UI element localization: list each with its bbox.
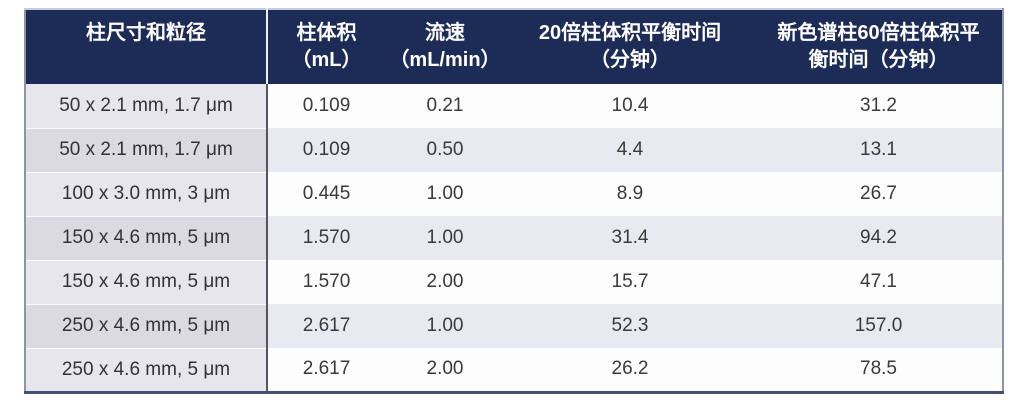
column-header-flow-rate: 流速 （mL/min） bbox=[385, 9, 505, 84]
cell-volume: 2.617 bbox=[267, 304, 385, 348]
cell-eq-60x: 78.5 bbox=[755, 348, 1003, 392]
column-header-20x-equilibration: 20倍柱体积平衡时间 （分钟） bbox=[505, 9, 755, 84]
table-row: 150 x 4.6 mm, 5 μm 1.570 1.00 31.4 94.2 bbox=[25, 216, 1003, 261]
table-body: 50 x 2.1 mm, 1.7 μm 0.109 0.21 10.4 31.2… bbox=[25, 84, 1003, 393]
header-line: （mL/min） bbox=[389, 49, 501, 71]
cell-column-size: 100 x 3.0 mm, 3 μm bbox=[25, 172, 268, 217]
cell-eq-20x: 4.4 bbox=[505, 128, 755, 172]
cell-column-size: 150 x 4.6 mm, 5 μm bbox=[25, 216, 268, 261]
header-line: （mL） bbox=[291, 49, 362, 71]
equilibration-time-table: 柱尺寸和粒径 柱体积 （mL） 流速 （mL/min） 20倍柱体积平衡时间 （… bbox=[24, 8, 1004, 394]
cell-flow-rate: 1.00 bbox=[385, 216, 505, 260]
cell-eq-60x: 157.0 bbox=[755, 304, 1003, 348]
table-row: 50 x 2.1 mm, 1.7 μm 0.109 0.50 4.4 13.1 bbox=[25, 128, 1003, 173]
header-line: 柱体积 bbox=[296, 22, 357, 44]
cell-eq-20x: 8.9 bbox=[505, 172, 755, 216]
cell-column-size: 50 x 2.1 mm, 1.7 μm bbox=[25, 84, 268, 129]
cell-flow-rate: 1.00 bbox=[385, 304, 505, 348]
cell-eq-20x: 10.4 bbox=[505, 84, 755, 128]
cell-column-size: 150 x 4.6 mm, 5 μm bbox=[25, 260, 268, 305]
cell-volume: 0.109 bbox=[267, 128, 385, 172]
table-row: 50 x 2.1 mm, 1.7 μm 0.109 0.21 10.4 31.2 bbox=[25, 84, 1003, 129]
cell-eq-60x: 13.1 bbox=[755, 128, 1003, 172]
cell-volume: 2.617 bbox=[267, 348, 385, 392]
cell-volume: 0.445 bbox=[267, 172, 385, 216]
cell-flow-rate: 2.00 bbox=[385, 260, 505, 304]
cell-volume: 0.109 bbox=[267, 84, 385, 128]
cell-flow-rate: 2.00 bbox=[385, 348, 505, 392]
table-row: 150 x 4.6 mm, 5 μm 1.570 2.00 15.7 47.1 bbox=[25, 260, 1003, 305]
cell-flow-rate: 0.21 bbox=[385, 84, 505, 128]
table-row: 250 x 4.6 mm, 5 μm 2.617 2.00 26.2 78.5 bbox=[25, 348, 1003, 393]
cell-eq-20x: 15.7 bbox=[505, 260, 755, 304]
cell-column-size: 50 x 2.1 mm, 1.7 μm bbox=[25, 128, 268, 173]
table-row: 250 x 4.6 mm, 5 μm 2.617 1.00 52.3 157.0 bbox=[25, 304, 1003, 349]
header-line: 柱尺寸和粒径 bbox=[86, 22, 206, 44]
cell-eq-60x: 47.1 bbox=[755, 260, 1003, 304]
header-row: 柱尺寸和粒径 柱体积 （mL） 流速 （mL/min） 20倍柱体积平衡时间 （… bbox=[25, 9, 1003, 84]
cell-eq-20x: 31.4 bbox=[505, 216, 755, 260]
cell-eq-60x: 31.2 bbox=[755, 84, 1003, 128]
column-header-volume: 柱体积 （mL） bbox=[267, 9, 385, 84]
header-line: 20倍柱体积平衡时间 bbox=[538, 22, 722, 44]
header-line: 新色谱柱60倍柱体积平 bbox=[777, 22, 980, 44]
cell-volume: 1.570 bbox=[267, 216, 385, 260]
column-header-size: 柱尺寸和粒径 bbox=[25, 9, 268, 84]
cell-eq-20x: 52.3 bbox=[505, 304, 755, 348]
cell-column-size: 250 x 4.6 mm, 5 μm bbox=[25, 348, 268, 393]
cell-volume: 1.570 bbox=[267, 260, 385, 304]
table-header: 柱尺寸和粒径 柱体积 （mL） 流速 （mL/min） 20倍柱体积平衡时间 （… bbox=[25, 9, 1003, 84]
cell-eq-60x: 26.7 bbox=[755, 172, 1003, 216]
cell-eq-20x: 26.2 bbox=[505, 348, 755, 392]
table-row: 100 x 3.0 mm, 3 μm 0.445 1.00 8.9 26.7 bbox=[25, 172, 1003, 217]
column-header-60x-equilibration: 新色谱柱60倍柱体积平 衡时间（分钟） bbox=[755, 9, 1003, 84]
cell-column-size: 250 x 4.6 mm, 5 μm bbox=[25, 304, 268, 349]
header-line: 流速 bbox=[425, 22, 465, 44]
cell-flow-rate: 0.50 bbox=[385, 128, 505, 172]
header-line: （分钟） bbox=[590, 49, 670, 71]
cell-eq-60x: 94.2 bbox=[755, 216, 1003, 260]
header-line: 衡时间（分钟） bbox=[808, 49, 949, 71]
cell-flow-rate: 1.00 bbox=[385, 172, 505, 216]
